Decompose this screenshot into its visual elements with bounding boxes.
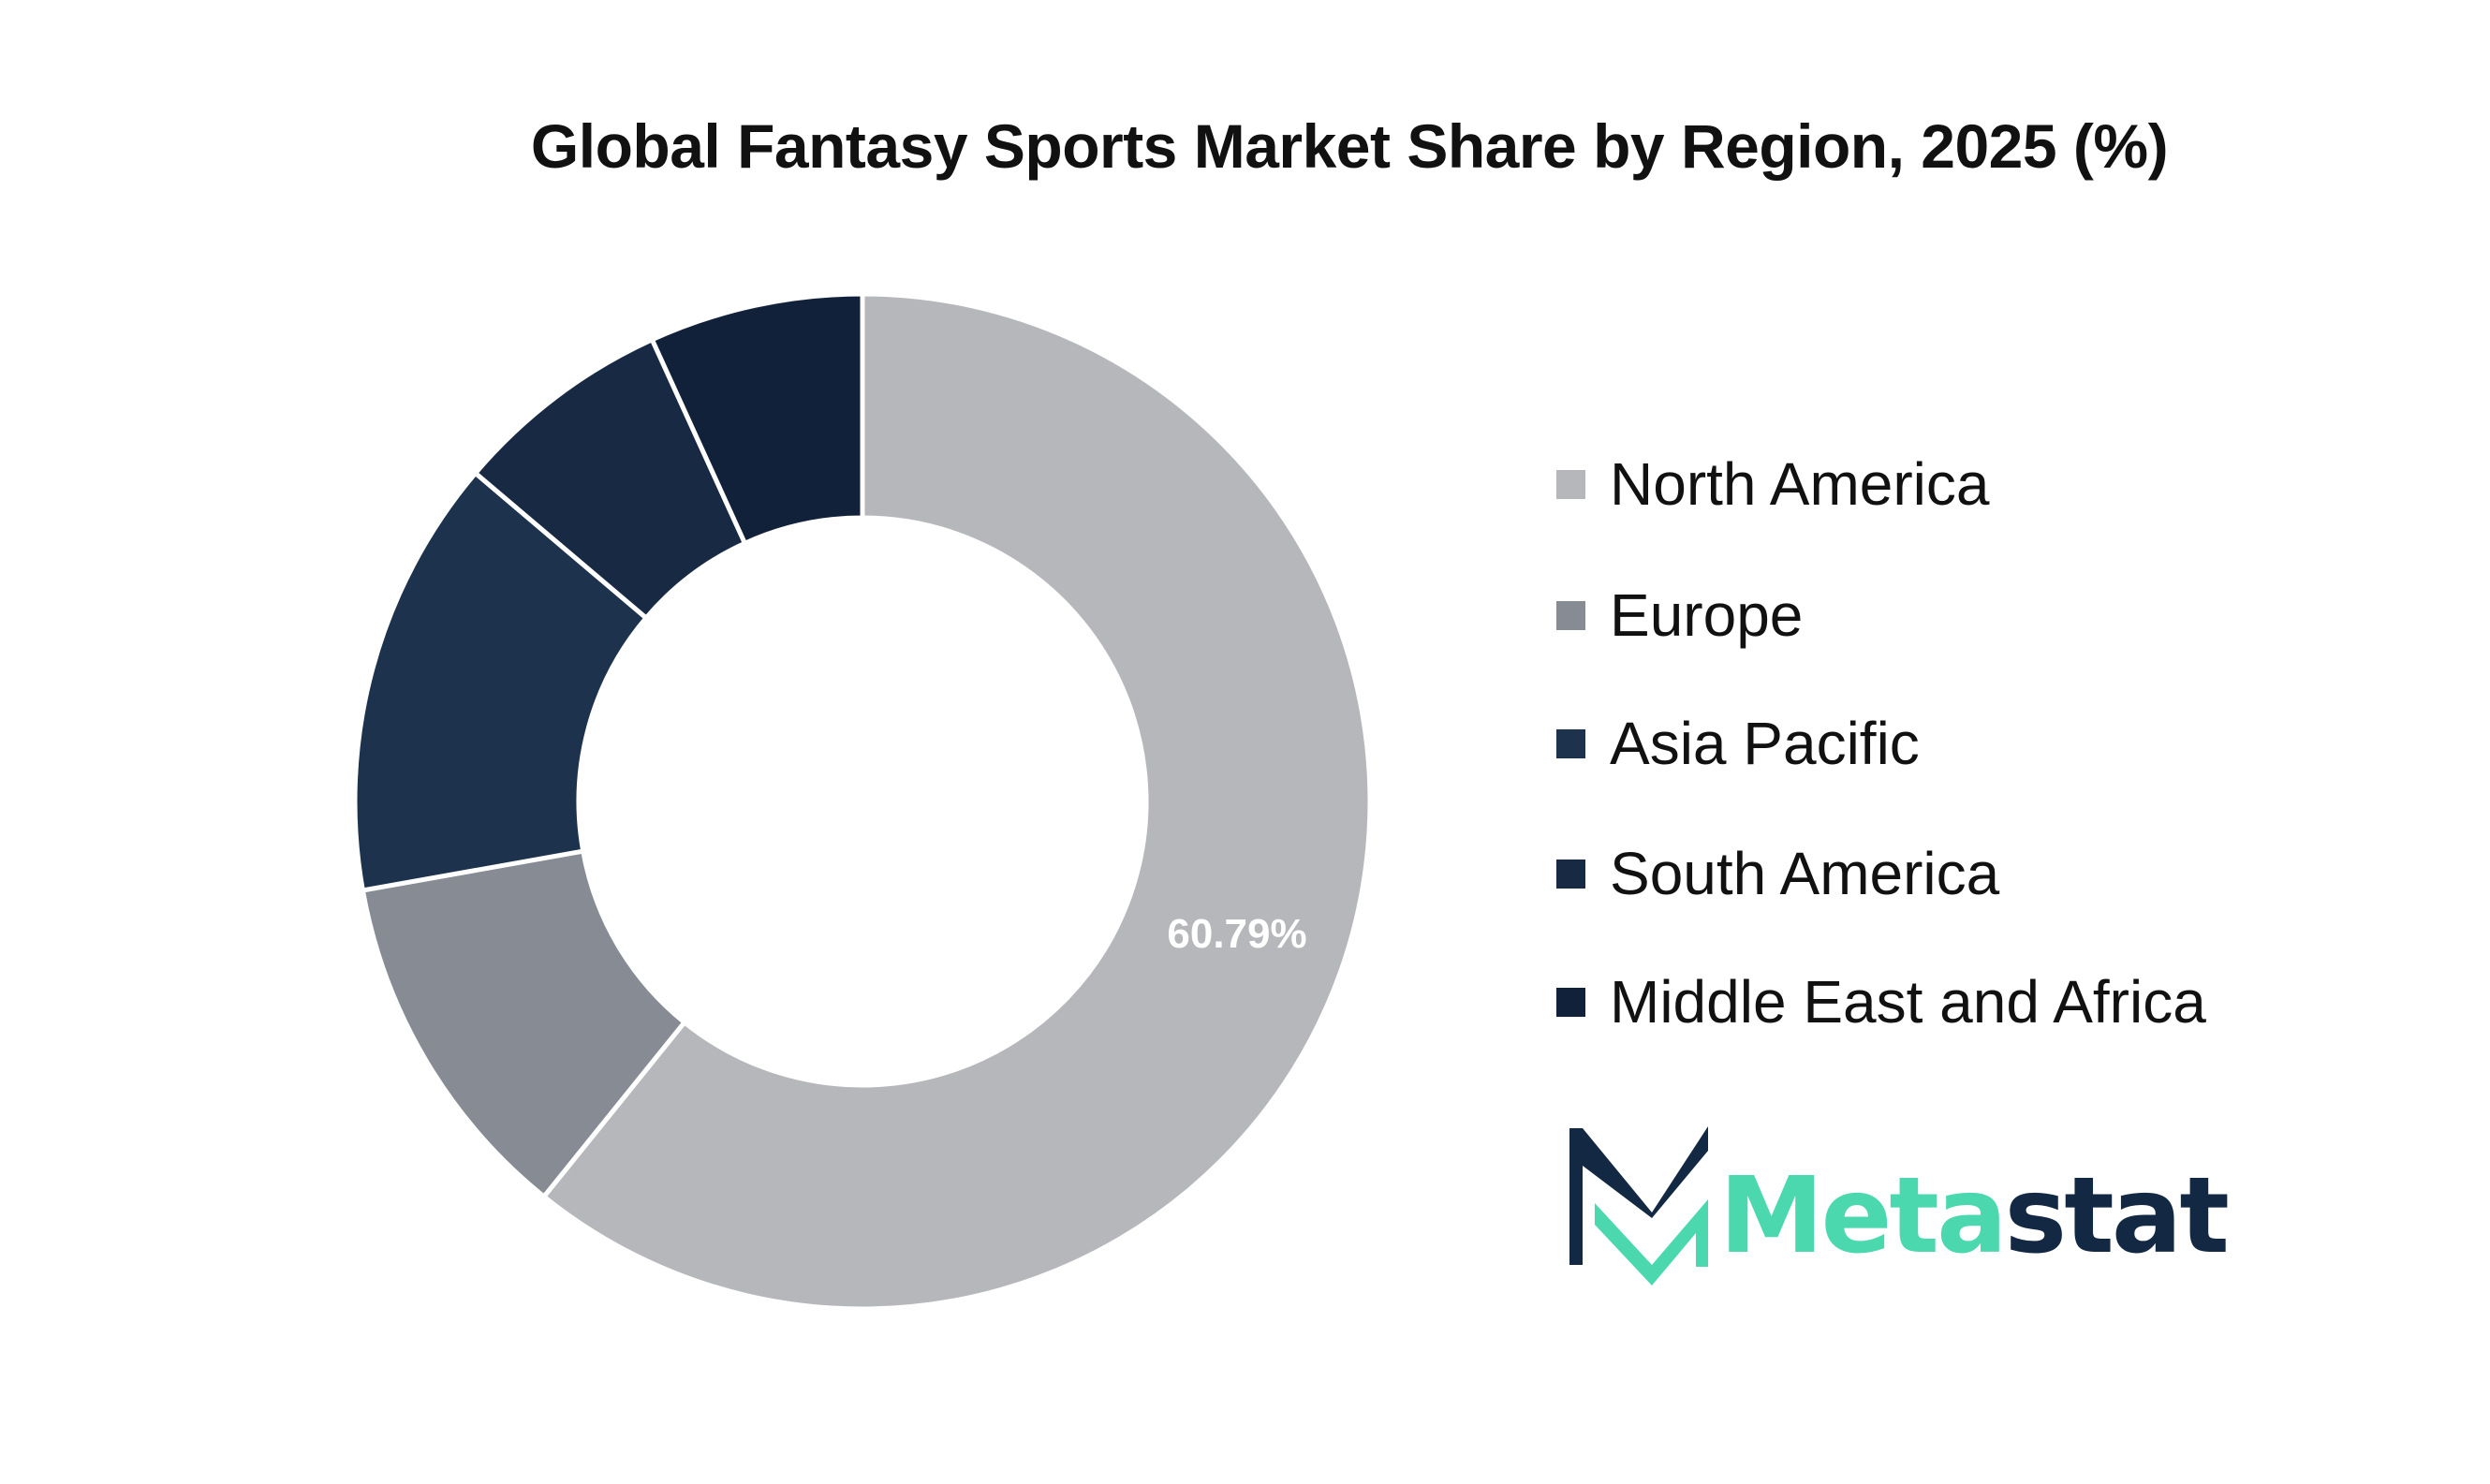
metastat-logo: Metastat xyxy=(1569,1126,2230,1286)
legend-label: Middle East and Africa xyxy=(1610,968,2206,1036)
legend-label: Asia Pacific xyxy=(1610,710,1920,777)
data-label-north-america: 60.79% xyxy=(1167,911,1306,957)
logo-text-stat: stat xyxy=(2005,1155,2228,1277)
legend-item: South America xyxy=(1556,839,1999,908)
legend-item: Europe xyxy=(1556,580,1803,650)
donut-slice-asia-pacific xyxy=(352,469,650,893)
legend-label: Europe xyxy=(1610,581,1804,649)
legend-item: North America xyxy=(1556,449,1989,519)
legend-swatch xyxy=(1556,469,1585,499)
donut-slice-north-america xyxy=(540,291,1373,1312)
legend-swatch xyxy=(1556,600,1585,630)
legend-swatch xyxy=(1556,728,1585,758)
chart-title: Global Fantasy Sports Market Share by Re… xyxy=(530,111,2169,181)
legend-item: Asia Pacific xyxy=(1556,709,1920,778)
legend-label: North America xyxy=(1610,450,1990,518)
legend-label: South America xyxy=(1610,840,2000,907)
donut-slice-middle-east-and-africa xyxy=(649,291,865,547)
donut-slice-europe xyxy=(360,848,688,1200)
logo-mark-dark xyxy=(1569,1126,1708,1265)
legend-swatch xyxy=(1556,987,1585,1017)
legend-item: Middle East and Africa xyxy=(1556,967,2206,1036)
logo-mark-green xyxy=(1595,1199,1708,1286)
legend-swatch xyxy=(1556,859,1585,889)
logo-text-meta: Meta xyxy=(1719,1155,2005,1277)
logo-text: Metastat xyxy=(1719,1155,2227,1277)
